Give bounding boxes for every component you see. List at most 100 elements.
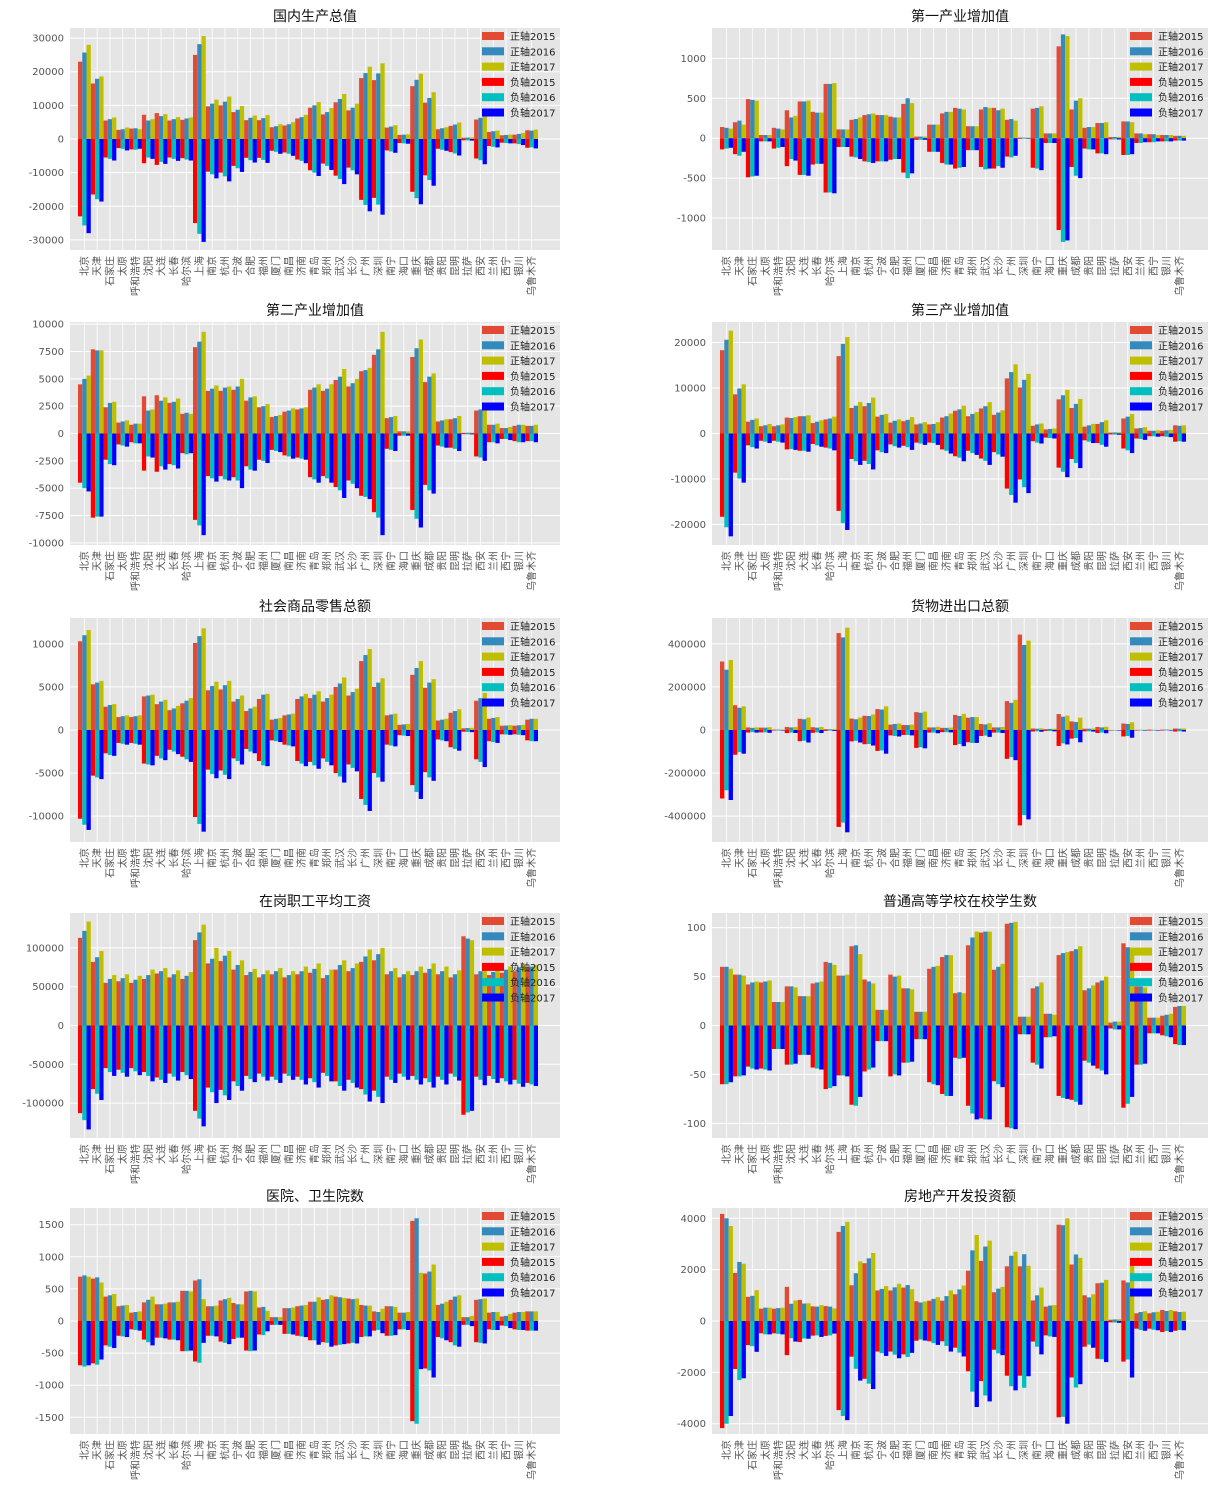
bar-负轴2017-贵阳 (1091, 1025, 1096, 1066)
bar-正轴2017-北京 (728, 330, 733, 434)
bar-正轴2016-青岛 (312, 387, 317, 434)
bar-负轴2015-南昌 (282, 139, 287, 153)
x-tick-label: 厦门 (914, 848, 927, 868)
bar-负轴2017-长春 (175, 433, 181, 469)
bar-负轴2015-哈尔滨 (180, 730, 185, 757)
bar-负轴2016-昆明 (452, 1321, 458, 1346)
bar-正轴2015-宁波 (231, 112, 236, 139)
bar-负轴2015-昆明 (1095, 730, 1100, 734)
bar-正轴2017-太原 (124, 1304, 130, 1321)
bar-负轴2017-重庆 (418, 730, 423, 799)
x-tick-label: 南昌 (927, 848, 940, 868)
bar-正轴2016-厦门 (918, 423, 923, 434)
bar-正轴2016-南宁 (1034, 986, 1040, 1026)
bar-正轴2015-哈尔滨 (180, 119, 185, 139)
bar-正轴2015-深圳 (371, 960, 377, 1026)
bar-负轴2017-合肥 (896, 138, 902, 159)
bar-正轴2016-呼和浩特 (133, 423, 138, 434)
bar-正轴2015-南昌 (282, 1308, 287, 1321)
bar-正轴2016-合肥 (892, 976, 897, 1026)
bar-负轴2017-广州 (1013, 1321, 1018, 1391)
bar-正轴2016-拉萨 (465, 1317, 470, 1321)
bar-负轴2016-郑州 (325, 1025, 330, 1076)
bar-负轴2017-西安 (482, 1025, 487, 1086)
legend-swatch (482, 108, 504, 117)
bar-正轴2015-济南 (940, 957, 945, 1026)
bar-正轴2017-福州 (265, 693, 270, 730)
bar-负轴2015-重庆 (1056, 1025, 1061, 1096)
bar-正轴2015-拉萨 (1108, 1319, 1113, 1321)
x-tick-label: 宁波 (231, 551, 244, 571)
bar-负轴2016-南宁 (388, 730, 394, 746)
bar-负轴2016-重庆 (1060, 433, 1066, 472)
bar-正轴2015-南京 (205, 963, 211, 1026)
bar-正轴2017-太原 (124, 974, 130, 1026)
bar-正轴2016-昆明 (452, 974, 458, 1026)
bar-负轴2015-南昌 (282, 1321, 287, 1334)
bar-负轴2016-太原 (120, 433, 125, 446)
bar-负轴2016-长春 (814, 1025, 820, 1069)
bar-负轴2016-海口 (1047, 433, 1053, 439)
bar-正轴2016-南昌 (931, 124, 936, 139)
bar-负轴2017-广州 (367, 1321, 372, 1337)
bar-负轴2015-南京 (849, 138, 854, 157)
bar-负轴2016-海口 (401, 1025, 406, 1077)
bar-正轴2015-兰州 (1134, 428, 1139, 434)
bar-正轴2017-上海 (845, 1221, 850, 1321)
bar-负轴2016-郑州 (970, 433, 975, 454)
bar-负轴2016-南京 (210, 139, 215, 175)
bar-负轴2016-郑州 (325, 1321, 330, 1343)
bar-负轴2015-长沙 (991, 1321, 997, 1350)
bar-负轴2017-南宁 (1039, 730, 1044, 732)
bar-正轴2017-兰州 (495, 1312, 500, 1321)
bar-负轴2017-北京 (86, 139, 91, 234)
bar-正轴2015-天津 (90, 684, 96, 730)
y-tick-label: 200000 (668, 682, 706, 693)
x-tick-label: 福州 (257, 1144, 270, 1164)
x-tick-label: 沈阳 (785, 1144, 798, 1164)
chart-title: 第二产业增加值 (266, 302, 364, 319)
bar-负轴2017-合肥 (896, 433, 902, 448)
bar-正轴2017-银川 (1168, 1013, 1174, 1026)
x-tick-label: 深圳 (1019, 256, 1031, 276)
bar-正轴2016-南宁 (1034, 728, 1040, 730)
y-tick-label: -100000 (22, 1099, 64, 1110)
bar-负轴2016-大连 (158, 730, 164, 759)
x-tick-label: 重庆 (410, 551, 423, 571)
bar-负轴2015-贵阳 (1082, 1321, 1087, 1347)
bar-负轴2017-海口 (405, 730, 411, 737)
bar-正轴2015-南昌 (282, 411, 287, 434)
bar-正轴2016-乌鲁木齐 (1177, 425, 1182, 434)
bar-正轴2017-杭州 (871, 113, 876, 139)
bar-正轴2016-贵阳 (440, 971, 445, 1026)
x-tick-label: 西宁 (500, 1144, 513, 1164)
bar-正轴2016-沈阳 (146, 975, 151, 1026)
bar-正轴2015-石家庄 (103, 407, 108, 434)
bar-正轴2015-长沙 (346, 1298, 351, 1321)
bar-正轴2017-天津 (741, 706, 746, 730)
bar-正轴2016-深圳 (376, 349, 381, 434)
bar-负轴2015-重庆 (1056, 433, 1061, 468)
bar-负轴2016-武汉 (337, 433, 343, 491)
bar-负轴2017-长沙 (1000, 730, 1005, 734)
x-tick-label: 昆明 (449, 1440, 461, 1460)
bar-负轴2017-兰州 (1142, 1321, 1148, 1331)
bar-正轴2015-昆明 (448, 125, 453, 139)
bar-正轴2016-南宁 (388, 714, 394, 730)
bar-正轴2017-贵阳 (1091, 423, 1096, 434)
legend-swatch (1130, 1242, 1152, 1251)
bar-正轴2017-长沙 (1000, 726, 1005, 730)
bar-负轴2016-长沙 (350, 1025, 355, 1083)
bar-负轴2015-拉萨 (461, 730, 466, 732)
bar-正轴2016-南京 (853, 945, 859, 1026)
bar-负轴2016-宁波 (879, 730, 884, 751)
bar-负轴2016-上海 (840, 1025, 846, 1076)
legend-swatch (1130, 1288, 1152, 1297)
bar-正轴2017-天津 (99, 76, 104, 139)
y-tick-label: 20000 (674, 338, 706, 349)
bar-负轴2016-哈尔滨 (184, 139, 189, 160)
x-tick-label: 济南 (940, 848, 953, 868)
x-tick-label: 昆明 (1096, 848, 1108, 868)
bar-负轴2016-天津 (737, 433, 742, 479)
x-tick-label: 兰州 (487, 256, 500, 276)
